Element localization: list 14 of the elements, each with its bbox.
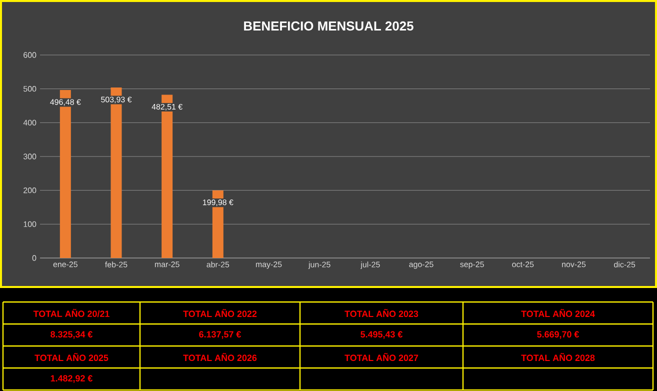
text: TOTAL AÑO 2025 bbox=[34, 352, 108, 362]
text: TOTAL AÑO 2023 bbox=[344, 308, 418, 318]
text: TOTAL AÑO 2026 bbox=[183, 352, 257, 362]
text: TOTAL AÑO 2028 bbox=[521, 352, 595, 362]
text: 5.495,43 € bbox=[360, 331, 403, 339]
text: TOTAL AÑO 2022 bbox=[183, 308, 257, 318]
text: 5.669,70 € bbox=[537, 331, 580, 339]
text: 8.325,34 € bbox=[50, 331, 93, 339]
text: TOTAL AÑO 2024 bbox=[521, 308, 595, 318]
text: TOTAL AÑO 2027 bbox=[344, 352, 418, 362]
text: 6.137,57 € bbox=[199, 331, 242, 339]
chart-title: BENEFICIO MENSUAL 2025 bbox=[244, 21, 414, 31]
text: TOTAL AÑO 20/21 bbox=[33, 308, 110, 318]
text: 1.482,92 € bbox=[50, 375, 93, 383]
